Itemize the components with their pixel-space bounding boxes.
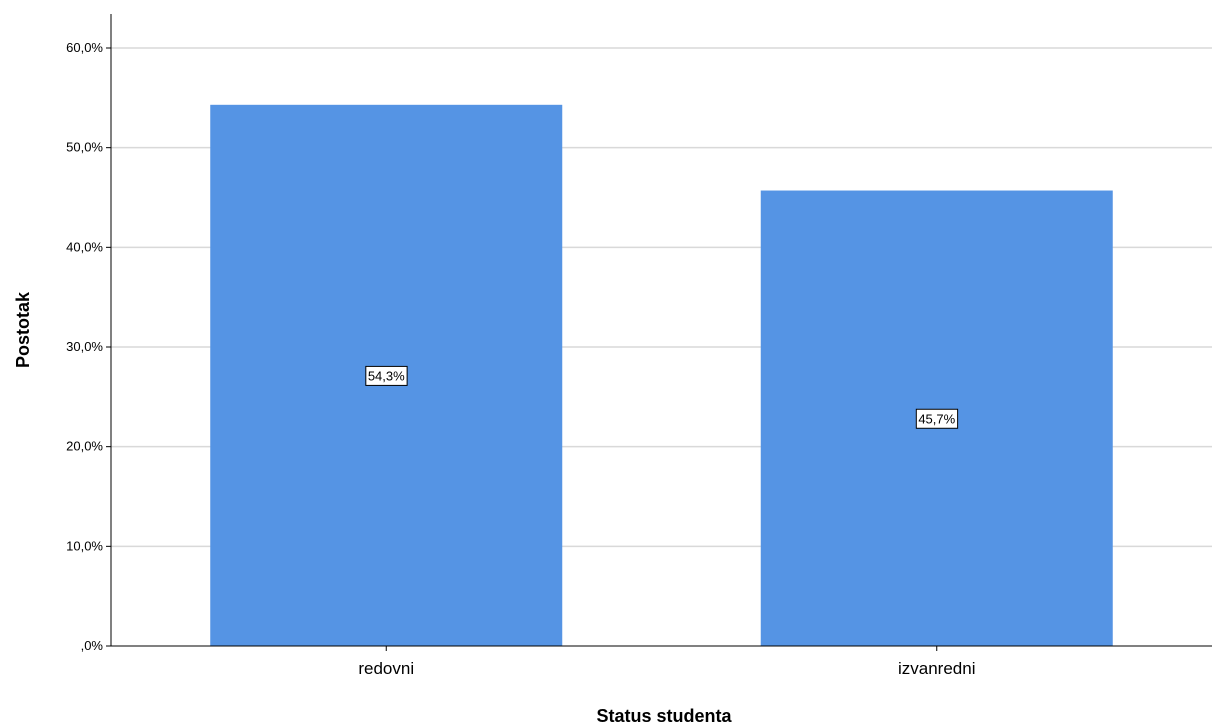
data-label-text: 45,7% bbox=[918, 411, 955, 426]
y-tick-label: ,0% bbox=[81, 638, 104, 653]
axes bbox=[110, 14, 1212, 647]
y-tick-label: 10,0% bbox=[66, 538, 103, 553]
data-label-box bbox=[915, 408, 959, 429]
bars bbox=[210, 104, 1113, 647]
data-label-box bbox=[365, 365, 408, 386]
x-category-label: izvanredni bbox=[898, 659, 976, 678]
y-tick-label: 50,0% bbox=[66, 140, 103, 155]
x-category-labels: redovni izvanredni bbox=[358, 646, 976, 678]
x-axis-title: Status studenta bbox=[596, 706, 732, 726]
y-tick-label: 20,0% bbox=[66, 439, 103, 454]
y-tick-label: 40,0% bbox=[66, 239, 103, 254]
x-category-label: redovni bbox=[358, 659, 414, 678]
y-axis-title: Postotak bbox=[13, 291, 33, 368]
y-tick-label: 60,0% bbox=[66, 40, 103, 55]
data-labels: 54,3% 45,7% bbox=[365, 365, 959, 429]
data-label-text: 54,3% bbox=[368, 368, 405, 383]
y-tick-labels: ,0% 10,0% 20,0% 30,0% 40,0% 50,0% 60,0% bbox=[66, 40, 111, 653]
data-label: 45,7% bbox=[915, 408, 959, 429]
data-label: 54,3% bbox=[365, 365, 408, 386]
y-tick-label: 30,0% bbox=[66, 339, 103, 354]
